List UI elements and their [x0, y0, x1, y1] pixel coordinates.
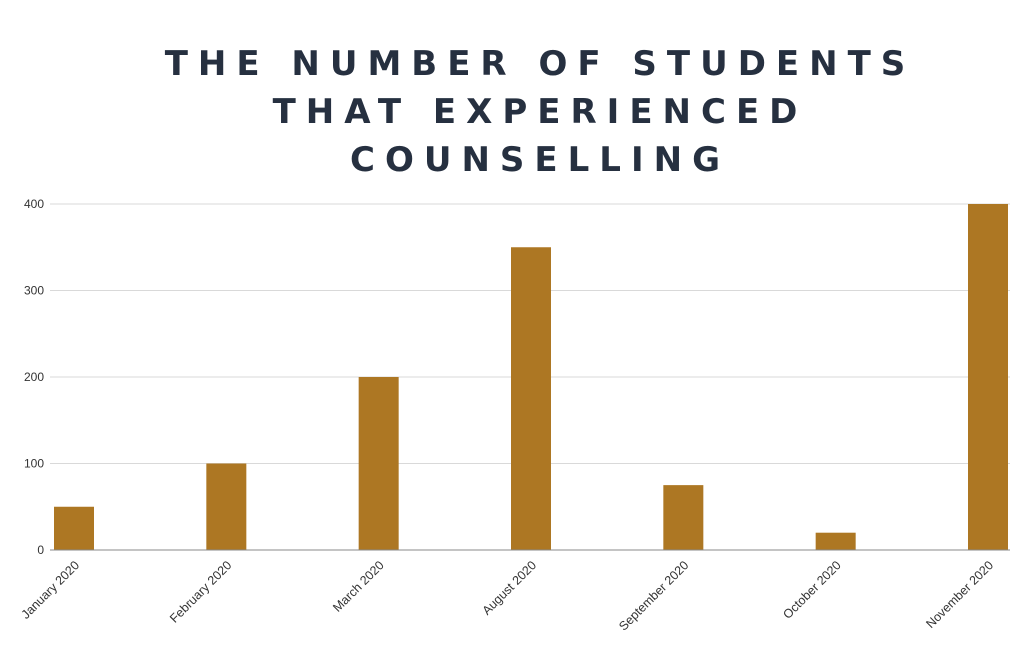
chart-title: THE NUMBER OF STUDENTS THAT EXPERIENCED …	[0, 40, 1024, 184]
y-tick-label-400: 400	[24, 197, 44, 211]
x-tick-label-6: October 2020	[780, 558, 843, 621]
y-tick-label-100: 100	[24, 457, 44, 471]
bar-5	[663, 485, 704, 550]
x-tick-label-2: February 2020	[167, 558, 234, 625]
bar-7	[968, 204, 1008, 550]
x-tick-label-7: November 2020	[923, 558, 996, 631]
x-tick-label-1: January 2020	[19, 558, 82, 621]
bar-1	[54, 506, 94, 550]
x-tick-label-5: September 2020	[616, 558, 691, 633]
bar-2	[206, 463, 247, 550]
title-line-1: THE NUMBER OF STUDENTS	[164, 44, 916, 84]
bar-4	[511, 247, 551, 550]
title-line-3: COUNSELLING	[350, 140, 730, 180]
bar-3	[358, 377, 399, 550]
bar-6	[815, 532, 856, 550]
x-tick-label-3: March 2020	[330, 558, 387, 615]
y-tick-label-300: 300	[24, 284, 44, 298]
y-tick-label-200: 200	[24, 370, 44, 384]
y-tick-label-0: 0	[37, 543, 44, 557]
title-line-2: THAT EXPERIENCED	[272, 92, 808, 132]
x-tick-label-4: August 2020	[480, 558, 540, 618]
